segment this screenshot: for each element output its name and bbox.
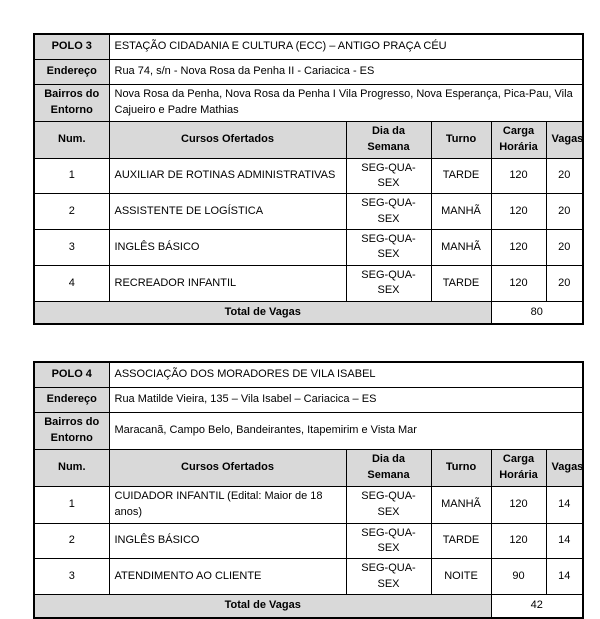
curso-cell: CUIDADOR INFANTIL (Edital: Maior de 18 a… [108, 485, 347, 524]
num-cell: 1 [33, 485, 110, 524]
polo-4-table: POLO 4 ASSOCIAÇÃO DOS MORADORES DE VILA … [33, 361, 585, 619]
dia-semana-cell: SEG-QUA-SEX [345, 264, 432, 302]
total-label-cell: Total de Vagas [33, 594, 492, 619]
table-row: Endereço Rua Matilde Vieira, 135 – Vila … [33, 386, 584, 413]
curso-cell: RECREADOR INFANTIL [108, 264, 347, 302]
bairros-label: Bairros do Entorno [33, 411, 110, 450]
total-value-cell: 42 [490, 594, 584, 619]
carga-horaria-cell: 120 [490, 229, 547, 266]
col-header-turno: Turno [430, 448, 492, 487]
num-cell: 2 [33, 522, 110, 560]
polo-label: POLO 3 [33, 33, 110, 60]
vagas-cell: 20 [545, 264, 584, 302]
dia-semana-cell: SEG-QUA-SEX [345, 522, 432, 560]
col-header-vagas: Vagas [545, 120, 584, 159]
column-header-row: Num. Cursos Ofertados Dia da Semana Turn… [33, 448, 584, 487]
endereco-label: Endereço [33, 58, 110, 85]
dia-semana-cell: SEG-QUA-SEX [345, 485, 432, 524]
endereco-value: Rua Matilde Vieira, 135 – Vila Isabel – … [108, 386, 584, 413]
curso-cell: INGLÊS BÁSICO [108, 522, 347, 560]
col-header-vagas: Vagas [545, 448, 584, 487]
curso-cell: ASSISTENTE DE LOGÍSTICA [108, 193, 347, 231]
turno-cell: NOITE [430, 558, 492, 596]
turno-cell: MANHÃ [430, 485, 492, 524]
dia-semana-cell: SEG-QUA-SEX [345, 157, 432, 195]
num-cell: 3 [33, 558, 110, 596]
table-row: Bairros do Entorno Maracanã, Campo Belo,… [33, 411, 584, 450]
vagas-cell: 20 [545, 229, 584, 266]
carga-horaria-cell: 120 [490, 522, 547, 560]
table-row: Endereço Rua 74, s/n - Nova Rosa da Penh… [33, 58, 584, 85]
carga-horaria-cell: 120 [490, 157, 547, 195]
dia-semana-cell: SEG-QUA-SEX [345, 558, 432, 596]
total-label-cell: Total de Vagas [33, 300, 492, 325]
turno-cell: TARDE [430, 522, 492, 560]
table-row: 3 INGLÊS BÁSICO SEG-QUA-SEX MANHÃ 120 20 [33, 229, 584, 266]
total-row: Total de Vagas 42 [33, 594, 584, 619]
table-row: Bairros do Entorno Nova Rosa da Penha, N… [33, 83, 584, 122]
vagas-cell: 14 [545, 558, 584, 596]
carga-horaria-cell: 120 [490, 485, 547, 524]
turno-cell: TARDE [430, 264, 492, 302]
carga-horaria-cell: 120 [490, 193, 547, 231]
table-row: 1 AUXILIAR DE ROTINAS ADMINISTRATIVAS SE… [33, 157, 584, 195]
table-row: 2 ASSISTENTE DE LOGÍSTICA SEG-QUA-SEX MA… [33, 193, 584, 231]
endereco-label: Endereço [33, 386, 110, 413]
curso-cell: ATENDIMENTO AO CLIENTE [108, 558, 347, 596]
total-value-cell: 80 [490, 300, 584, 325]
bairros-value: Nova Rosa da Penha, Nova Rosa da Penha I… [108, 83, 584, 122]
num-cell: 4 [33, 264, 110, 302]
dia-semana-cell: SEG-QUA-SEX [345, 193, 432, 231]
endereco-value: Rua 74, s/n - Nova Rosa da Penha II - Ca… [108, 58, 584, 85]
bairros-value: Maracanã, Campo Belo, Bandeirantes, Itap… [108, 411, 584, 450]
table-row: POLO 3 ESTAÇÃO CIDADANIA E CULTURA (ECC)… [33, 33, 584, 60]
num-cell: 1 [33, 157, 110, 195]
polo-name: ESTAÇÃO CIDADANIA E CULTURA (ECC) – ANTI… [108, 33, 584, 60]
curso-cell: AUXILIAR DE ROTINAS ADMINISTRATIVAS [108, 157, 347, 195]
table-row: 4 RECREADOR INFANTIL SEG-QUA-SEX TARDE 1… [33, 264, 584, 302]
table-row: 3 ATENDIMENTO AO CLIENTE SEG-QUA-SEX NOI… [33, 558, 584, 596]
col-header-carga-horaria: Carga Horária [490, 120, 547, 159]
dia-semana-cell: SEG-QUA-SEX [345, 229, 432, 266]
col-header-carga-horaria: Carga Horária [490, 448, 547, 487]
col-header-turno: Turno [430, 120, 492, 159]
col-header-dia-semana: Dia da Semana [345, 448, 432, 487]
column-header-row: Num. Cursos Ofertados Dia da Semana Turn… [33, 120, 584, 159]
carga-horaria-cell: 90 [490, 558, 547, 596]
curso-cell: INGLÊS BÁSICO [108, 229, 347, 266]
table-row: 2 INGLÊS BÁSICO SEG-QUA-SEX TARDE 120 14 [33, 522, 584, 560]
polo-name: ASSOCIAÇÃO DOS MORADORES DE VILA ISABEL [108, 361, 584, 388]
vagas-cell: 14 [545, 485, 584, 524]
col-header-cursos: Cursos Ofertados [108, 448, 347, 487]
table-row: 1 CUIDADOR INFANTIL (Edital: Maior de 18… [33, 485, 584, 524]
col-header-cursos: Cursos Ofertados [108, 120, 347, 159]
table-row: POLO 4 ASSOCIAÇÃO DOS MORADORES DE VILA … [33, 361, 584, 388]
vagas-cell: 14 [545, 522, 584, 560]
vagas-cell: 20 [545, 193, 584, 231]
turno-cell: MANHÃ [430, 193, 492, 231]
num-cell: 2 [33, 193, 110, 231]
bairros-label: Bairros do Entorno [33, 83, 110, 122]
col-header-num: Num. [33, 120, 110, 159]
polo-label: POLO 4 [33, 361, 110, 388]
turno-cell: TARDE [430, 157, 492, 195]
polo-3-table: POLO 3 ESTAÇÃO CIDADANIA E CULTURA (ECC)… [33, 33, 585, 326]
carga-horaria-cell: 120 [490, 264, 547, 302]
col-header-dia-semana: Dia da Semana [345, 120, 432, 159]
total-row: Total de Vagas 80 [33, 300, 584, 325]
col-header-num: Num. [33, 448, 110, 487]
vagas-cell: 20 [545, 157, 584, 195]
turno-cell: MANHÃ [430, 229, 492, 266]
num-cell: 3 [33, 229, 110, 266]
